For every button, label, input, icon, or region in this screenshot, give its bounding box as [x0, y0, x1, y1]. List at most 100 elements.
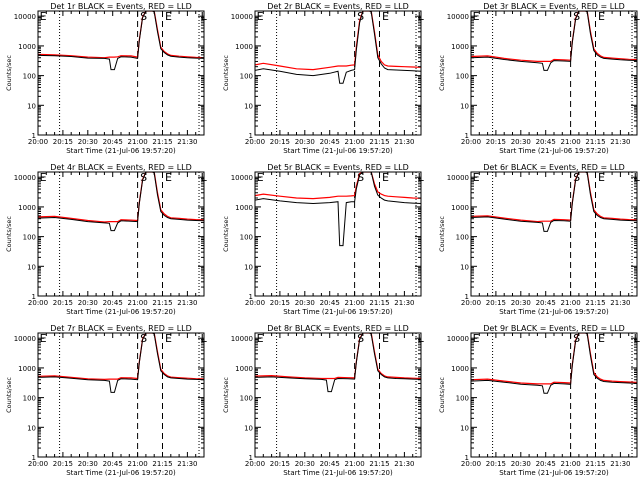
x-tick-label: 21:00	[128, 299, 148, 307]
y-tick-label: 10	[460, 263, 469, 271]
x-tick-label: 20:45	[320, 299, 340, 307]
x-tick-label: 20:30	[295, 299, 315, 307]
marker-letter: E	[382, 171, 389, 184]
x-tick-label: 21:00	[345, 138, 365, 146]
x-tick-label: 20:45	[103, 299, 123, 307]
y-tick-label: 100	[456, 234, 469, 242]
x-tick-label: 20:15	[270, 460, 290, 468]
x-axis-label: Start Time (21-Jul-06 19:57:20)	[499, 469, 609, 477]
x-tick-label: 21:30	[610, 138, 630, 146]
x-tick-label: 21:30	[394, 460, 414, 468]
panel-traces	[38, 11, 204, 71]
x-tick-label: 21:00	[128, 138, 148, 146]
x-tick-label: 20:30	[78, 460, 98, 468]
panel-title: Det 6r BLACK = Events, RED = LLD	[483, 163, 625, 172]
y-tick-label: 10	[27, 424, 36, 432]
panel-title: Det 4r BLACK = Events, RED = LLD	[50, 163, 192, 172]
y-tick-label: 10000	[231, 335, 253, 343]
series-line-events	[255, 11, 421, 84]
y-tick-label: 100	[23, 395, 36, 403]
x-tick-label: 21:15	[152, 299, 172, 307]
x-tick-label: 20:00	[28, 138, 48, 146]
marker-letter: E	[165, 10, 172, 23]
panel-4: ESEL11010010001000020:0020:1520:3020:452…	[5, 163, 208, 316]
x-tick-label: 20:30	[511, 460, 531, 468]
y-tick-label: 1	[465, 454, 469, 462]
x-tick-label: 20:45	[536, 138, 556, 146]
x-tick-label: 20:00	[245, 460, 265, 468]
y-tick-label: 10	[244, 102, 253, 110]
panel-2: ESEL11010010001000020:0020:1520:3020:452…	[222, 2, 425, 155]
y-tick-label: 10000	[231, 174, 253, 182]
y-axis-label: Counts/sec	[222, 216, 230, 252]
series-line-lld	[255, 11, 421, 71]
x-tick-label: 20:00	[461, 299, 481, 307]
y-tick-label: 1000	[18, 204, 36, 212]
panel-title: Det 7r BLACK = Events, RED = LLD	[50, 324, 192, 333]
y-tick-label: 1000	[18, 365, 36, 373]
x-tick-label: 21:15	[369, 138, 389, 146]
plot-frame	[470, 10, 638, 136]
marker-letter: E	[165, 171, 172, 184]
series-line-lld	[471, 11, 637, 63]
series-line-lld	[38, 333, 204, 381]
series-line-lld	[471, 333, 637, 385]
x-tick-label: 20:15	[486, 138, 506, 146]
x-tick-label: 20:00	[28, 460, 48, 468]
x-tick-label: 20:45	[320, 138, 340, 146]
plot-frame	[470, 171, 638, 297]
panel-traces	[255, 11, 421, 84]
x-tick-label: 20:15	[270, 299, 290, 307]
x-tick-label: 21:30	[177, 138, 197, 146]
y-tick-label: 10000	[231, 13, 253, 21]
x-tick-label: 21:30	[177, 460, 197, 468]
y-tick-label: 10	[460, 102, 469, 110]
y-tick-label: 10	[244, 263, 253, 271]
y-tick-label: 1	[465, 132, 469, 140]
x-axis-label: Start Time (21-Jul-06 19:57:20)	[499, 308, 609, 316]
series-line-events	[38, 11, 204, 71]
x-tick-label: 20:00	[461, 138, 481, 146]
x-tick-label: 20:45	[103, 138, 123, 146]
x-tick-label: 21:15	[585, 299, 605, 307]
x-tick-label: 20:30	[78, 299, 98, 307]
series-line-events	[38, 172, 204, 232]
y-tick-label: 1	[249, 293, 253, 301]
x-tick-label: 21:00	[561, 299, 581, 307]
panel-traces	[38, 333, 204, 393]
y-tick-label: 1	[32, 132, 36, 140]
series-line-lld	[38, 11, 204, 59]
x-tick-label: 20:15	[486, 299, 506, 307]
series-line-lld	[255, 333, 421, 380]
marker-letter: E	[598, 10, 605, 23]
y-tick-label: 10000	[14, 174, 36, 182]
panel-3: ESEL11010010001000020:0020:1520:3020:452…	[438, 2, 640, 155]
y-tick-label: 10000	[447, 335, 469, 343]
x-tick-label: 20:00	[461, 460, 481, 468]
x-tick-label: 20:45	[536, 299, 556, 307]
y-axis-label: Counts/sec	[438, 216, 446, 252]
panel-1: ESEL11010010001000020:0020:1520:3020:452…	[5, 2, 208, 155]
plot-frame	[254, 332, 422, 458]
x-tick-label: 21:00	[561, 138, 581, 146]
y-tick-label: 1000	[451, 365, 469, 373]
x-tick-label: 20:30	[511, 299, 531, 307]
x-tick-label: 21:15	[585, 460, 605, 468]
panel-title: Det 8r BLACK = Events, RED = LLD	[267, 324, 409, 333]
panel-traces	[471, 172, 637, 232]
y-tick-label: 100	[240, 73, 253, 81]
y-tick-label: 10000	[447, 174, 469, 182]
x-axis-label: Start Time (21-Jul-06 19:57:20)	[283, 147, 393, 155]
y-tick-label: 10000	[447, 13, 469, 21]
x-tick-label: 20:45	[536, 460, 556, 468]
y-tick-label: 100	[456, 73, 469, 81]
x-tick-label: 21:00	[128, 460, 148, 468]
y-axis-label: Counts/sec	[438, 377, 446, 413]
marker-letter: S	[357, 171, 364, 184]
x-tick-label: 20:15	[53, 460, 73, 468]
x-tick-label: 20:00	[245, 299, 265, 307]
panel-8: ESEL11010010001000020:0020:1520:3020:452…	[222, 324, 425, 477]
y-tick-label: 1	[249, 132, 253, 140]
series-line-lld	[471, 172, 637, 223]
y-axis-label: Counts/sec	[5, 216, 13, 252]
